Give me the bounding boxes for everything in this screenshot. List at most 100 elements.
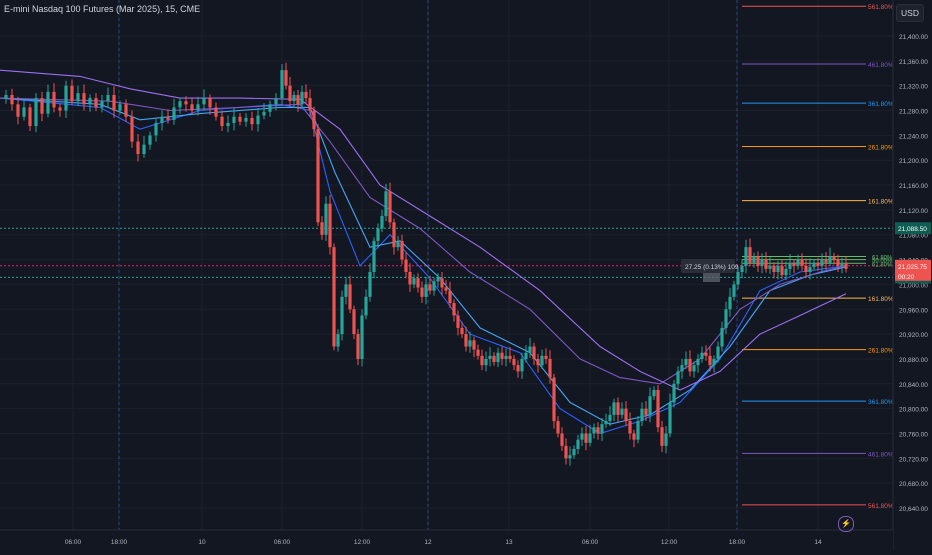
measure-label-bg <box>681 259 735 274</box>
candle-body <box>512 358 516 366</box>
price-axis-tick: 20,760.00 <box>899 431 928 438</box>
price-axis-tick: 21,160.00 <box>899 183 928 190</box>
candle-body <box>376 228 380 241</box>
candle-body <box>604 421 608 425</box>
candle-body <box>440 278 444 288</box>
candle-body <box>130 116 134 142</box>
candle-body <box>624 408 628 422</box>
fib-level-label: 161.80% <box>868 296 894 303</box>
candle-body <box>340 296 344 335</box>
price-axis-tick: 20,960.00 <box>899 307 928 314</box>
candle-body <box>250 117 254 125</box>
candle-body <box>100 101 104 108</box>
candle-body <box>588 433 592 443</box>
candle-body <box>616 402 620 415</box>
candle-body <box>452 303 456 316</box>
candle-body <box>308 98 312 111</box>
candle-body <box>640 408 644 422</box>
price-axis-tick: 21,240.00 <box>899 133 928 140</box>
moving-average-line <box>0 97 847 425</box>
candle-body <box>540 355 544 366</box>
candle-body <box>608 414 612 422</box>
price-tag <box>895 259 931 272</box>
candle-body <box>262 111 266 116</box>
candle-body <box>560 433 564 446</box>
candle-body <box>296 95 300 105</box>
candle-body <box>404 259 408 272</box>
candle-body <box>460 327 464 335</box>
time-axis-tick: 06:00 <box>582 539 599 546</box>
candle-body <box>688 358 692 372</box>
candle-body <box>384 191 388 217</box>
candle-body <box>396 240 400 248</box>
candle-body <box>172 107 176 120</box>
candle-body <box>64 85 68 111</box>
lightning-icon[interactable]: ⚡ <box>838 516 854 532</box>
candle-body <box>828 256 832 263</box>
candle-body <box>756 256 760 266</box>
candle-body <box>4 95 8 99</box>
candle-body <box>372 240 376 272</box>
candle-body <box>692 365 696 372</box>
candle-body <box>576 439 580 449</box>
moving-average-line <box>0 97 847 385</box>
candle-body <box>732 284 736 297</box>
candle-body <box>496 352 500 363</box>
candle-body <box>728 296 732 310</box>
time-axis-tick: 06:00 <box>65 539 82 546</box>
price-axis-tick: 20,720.00 <box>899 456 928 463</box>
candle-body <box>268 104 272 112</box>
candle-body <box>34 98 38 127</box>
candle-body <box>568 455 572 459</box>
candle-body <box>220 116 224 127</box>
fib-level-label: 361.80% <box>868 101 894 108</box>
currency-button[interactable]: USD <box>896 4 924 22</box>
candle-body <box>112 95 116 111</box>
price-axis-tick: 21,280.00 <box>899 109 928 116</box>
candle-body <box>52 91 56 108</box>
candle-body <box>656 390 660 428</box>
time-axis-tick: 12 <box>424 539 432 546</box>
candle-body <box>592 427 596 434</box>
candle-body <box>684 358 688 366</box>
candle-body <box>700 352 704 359</box>
measure-label: 27.25 (0.13%) 109 <box>685 264 739 271</box>
candle-body <box>788 262 792 269</box>
candle-body <box>88 98 92 105</box>
candle-body <box>178 101 182 108</box>
candle-body <box>46 91 50 114</box>
candle-body <box>232 116 236 123</box>
candle-body <box>118 104 122 111</box>
candle-body <box>796 259 800 266</box>
candle-body <box>548 358 552 378</box>
candle-body <box>804 265 808 272</box>
candle-body <box>712 358 716 366</box>
candle-body <box>28 107 32 127</box>
candle-body <box>832 256 836 260</box>
candle-body <box>416 278 420 288</box>
candle-body <box>520 358 524 372</box>
candle-body <box>720 327 724 347</box>
candle-body <box>124 104 128 117</box>
candle-body <box>612 402 616 415</box>
candle-body <box>280 70 284 99</box>
candle-body <box>356 334 360 359</box>
candle-body <box>94 98 98 108</box>
candle-body <box>348 284 352 310</box>
candle-body <box>22 107 26 117</box>
time-axis-tick: 18:00 <box>111 539 128 546</box>
candle-body <box>408 272 412 285</box>
candle-body <box>380 216 384 229</box>
candle-body <box>480 355 484 366</box>
fib-level-label: 461.80% <box>868 451 894 458</box>
candle-body <box>388 191 392 223</box>
time-axis-tick: 12:00 <box>354 539 371 546</box>
candle-body <box>736 272 740 285</box>
candle-body <box>472 340 476 350</box>
candle-body <box>648 396 652 415</box>
candle-body <box>456 315 460 328</box>
price-tag-label: 21,088.50 <box>898 226 927 233</box>
price-axis-tick: 21,120.00 <box>899 208 928 215</box>
